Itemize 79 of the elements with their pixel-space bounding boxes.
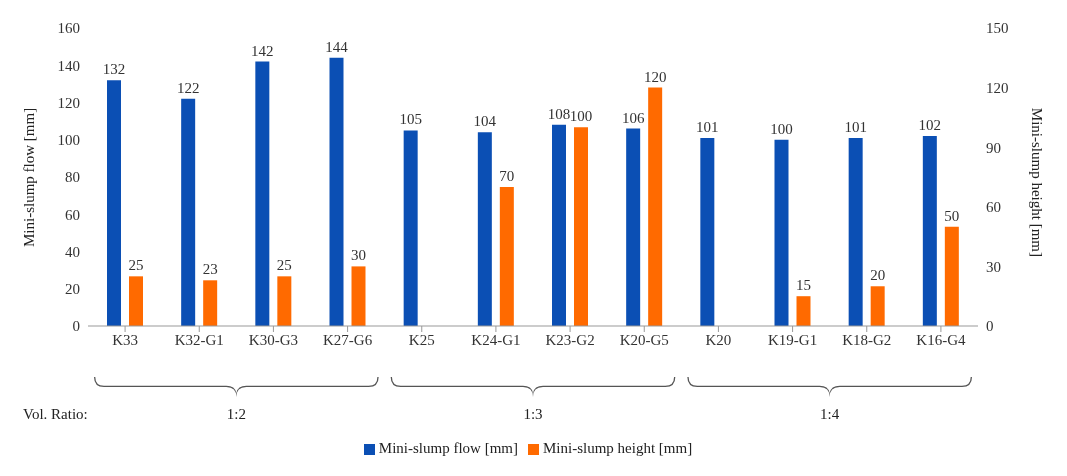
bar [351,266,366,326]
text: 1:4 [820,406,840,422]
bar [944,226,959,326]
data-label: 100 [569,108,593,125]
y-axis-title: Mini-slump flow [mm] [21,107,38,247]
bar [477,132,492,326]
y2-tick-label: 90 [986,139,1001,156]
bar [774,139,789,326]
bar [107,80,121,326]
bar [848,137,863,326]
bar [700,137,715,326]
text: 1:2 [226,406,246,422]
bar [796,296,811,326]
bar [277,276,292,326]
data-label: 105 [399,111,422,128]
x-tick-label: K30-G3 [248,331,298,348]
data-label: 144 [325,38,349,55]
x-tick-label: K20 [705,331,732,348]
y-tick-label: 80 [65,169,80,186]
x-tick-label: K25 [408,331,435,348]
y-tick-label: 120 [57,94,80,111]
x-tick-label: K33 [112,331,139,348]
data-label: 101 [844,118,867,135]
legend-label: Mini-slump height [mm] [543,440,693,456]
x-tick-label: K20-G5 [619,331,669,348]
data-label: 23 [202,261,218,278]
y-tick-label: 160 [57,20,80,37]
y-tick-label: 140 [57,57,80,74]
y2-axis-title: Mini-slump height [mm] [1028,107,1045,257]
data-label: 50 [944,207,960,224]
bar [922,136,937,326]
data-label: 100 [770,120,793,137]
data-label: 122 [176,79,200,96]
y-tick-label: 20 [65,281,80,298]
bar [181,98,196,326]
text: 1:3 [523,406,543,422]
data-label: 132 [102,61,126,78]
bar [403,130,418,326]
bar [626,128,641,326]
y-tick-label: 40 [65,243,80,260]
x-tick-label: K24-G1 [471,331,521,348]
y-tick-label: 100 [57,132,80,149]
bar [552,124,566,326]
data-label: 106 [621,109,645,126]
data-label: 120 [643,68,667,85]
data-label: 25 [276,257,292,274]
bar [648,87,663,326]
x-tick-label: K18-G2 [842,331,892,348]
x-tick-label: K32-G1 [174,331,224,348]
bar [329,57,344,326]
data-label: 30 [351,247,366,264]
data-label: 101 [696,118,719,135]
data-label: 102 [918,117,942,134]
data-label: 70 [499,167,515,184]
y2-tick-label: 150 [986,20,1009,37]
bar [203,280,218,326]
x-tick-label: K27-G6 [323,331,373,348]
x-tick-label: K23-G2 [545,331,595,348]
data-label: 20 [870,267,886,284]
y2-tick-label: 0 [986,318,994,335]
data-label: 15 [796,277,811,294]
bar [499,186,514,326]
y2-tick-label: 60 [986,199,1001,216]
y-tick-label: 0 [72,318,80,335]
legend-label: Mini-slump flow [mm] [378,440,518,456]
y-tick-label: 60 [65,206,80,223]
bar [870,286,885,326]
data-label: 142 [251,42,274,59]
data-label: 108 [547,105,571,122]
data-label: 25 [128,257,144,274]
y2-tick-label: 120 [986,79,1009,96]
x-tick-label: K16-G4 [916,331,966,348]
bar [129,276,143,326]
x-tick-label: K19-G1 [768,331,818,348]
y2-tick-label: 30 [986,258,1001,275]
bar [574,127,588,326]
data-label: 104 [473,113,497,130]
text: Vol. Ratio: [23,406,88,422]
bar [255,61,270,326]
